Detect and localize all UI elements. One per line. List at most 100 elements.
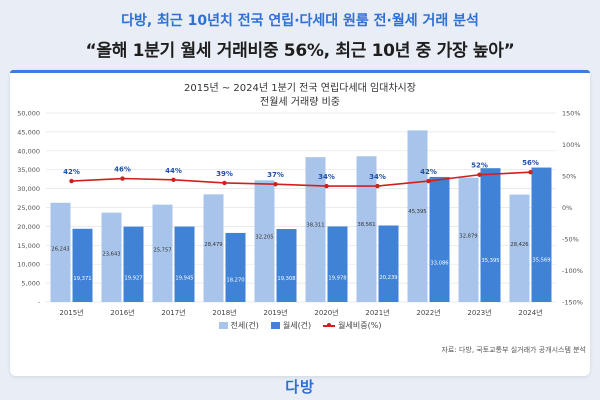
bar-wolse <box>480 168 501 302</box>
y-right-tick-label: -50% <box>562 236 579 244</box>
data-label-wolse: 18,270 <box>226 277 244 283</box>
x-tick-label: 2015년 <box>59 308 83 317</box>
data-label-wolse: 20,239 <box>379 275 397 281</box>
y-left-tick-label: 30,000 <box>17 185 40 193</box>
y-right-tick-label: -100% <box>562 267 583 275</box>
data-label-jeonse: 26,243 <box>51 246 69 252</box>
ratio-label: 34% <box>369 173 386 181</box>
legend-swatch-wolse <box>270 322 280 329</box>
bar-jeonse <box>509 194 530 302</box>
bar-wolse <box>276 229 297 302</box>
bar-wolse <box>72 228 93 302</box>
ratio-label: 37% <box>267 171 284 179</box>
data-label-wolse: 19,927 <box>124 275 142 281</box>
data-label-jeonse: 38,311 <box>306 223 324 229</box>
bar-wolse <box>123 226 144 302</box>
x-tick-label: 2019년 <box>263 308 287 317</box>
chart-subtitle: 전월세 거래량 비중 <box>260 97 340 108</box>
ratio-label: 56% <box>522 159 539 167</box>
legend-swatch-jeonse <box>218 322 228 329</box>
ratio-point <box>477 172 482 177</box>
x-tick-label: 2022년 <box>416 308 440 317</box>
ratio-label: 34% <box>318 173 335 181</box>
bar-wolse <box>174 226 195 302</box>
report-subtitle: 다방, 최근 10년치 전국 연립·다세대 원룸 전·월세 거래 분석 <box>121 13 479 29</box>
data-label-wolse: 19,371 <box>73 276 91 282</box>
x-tick-label: 2017년 <box>161 308 185 317</box>
y-left-tick-label: 5,000 <box>21 280 40 288</box>
y-left-tick-label: 50,000 <box>17 110 40 118</box>
x-tick-label: 2016년 <box>110 308 134 317</box>
ratio-label: 42% <box>63 168 80 176</box>
data-label-jeonse: 45,395 <box>408 209 426 215</box>
y-left-tick-label: 10,000 <box>17 261 40 269</box>
bar-wolse <box>225 232 246 302</box>
bar-jeonse <box>203 194 224 302</box>
bar-wolse <box>429 176 450 302</box>
legend-item-ratio: 월세비중(%) <box>323 320 381 331</box>
data-label-jeonse: 32,205 <box>255 235 273 241</box>
y-right-tick-label: 150% <box>562 110 581 118</box>
y-right-tick-label: 50% <box>562 173 576 181</box>
legend-label-ratio: 월세비중(%) <box>338 321 382 330</box>
data-label-jeonse: 32,879 <box>459 233 477 239</box>
y-right-tick-label: 0% <box>562 204 572 212</box>
data-label-jeonse: 25,757 <box>153 247 171 253</box>
ratio-label: 52% <box>471 162 488 170</box>
ratio-label: 42% <box>420 168 437 176</box>
ratio-point <box>222 180 227 186</box>
legend-item-wolse: 월세(건) <box>270 320 312 331</box>
ratio-label: 39% <box>216 170 233 178</box>
data-label-jeonse: 23,643 <box>102 252 120 258</box>
x-tick-label: 2020년 <box>314 308 338 317</box>
ratio-point <box>426 178 431 184</box>
ratio-point <box>171 177 176 182</box>
y-left-tick-label: 45,000 <box>17 128 40 136</box>
y-left-tick-label: 20,000 <box>17 223 40 231</box>
bar-wolse <box>378 225 399 302</box>
bar-jeonse <box>50 202 71 302</box>
y-left-tick-label: 25,000 <box>17 204 40 212</box>
y-right-tick-label: 100% <box>562 141 581 149</box>
x-tick-label: 2018년 <box>212 308 236 317</box>
y-left-tick-label: 15,000 <box>17 242 40 250</box>
ratio-point <box>375 183 380 189</box>
x-tick-label: 2024년 <box>518 308 542 317</box>
ratio-point <box>69 178 74 184</box>
bar-wolse <box>327 226 348 302</box>
card-accent-band <box>10 70 590 73</box>
bar-jeonse <box>407 130 428 302</box>
bar-jeonse <box>254 180 275 302</box>
dabang-logo: 다방 <box>285 378 315 396</box>
chart-title: 2015년 ~ 2024년 1분기 전국 연립다세대 임대차시장 <box>184 83 416 94</box>
legend-item-jeonse: 전세(건) <box>218 320 259 331</box>
ratio-point <box>273 181 278 187</box>
chart-legend: 전세(건) 월세(건) 월세비중(%) <box>0 320 600 331</box>
bar-jeonse <box>356 156 377 302</box>
data-label-jeonse: 28,479 <box>204 242 222 248</box>
legend-swatch-ratio <box>323 323 336 327</box>
y-right-tick-label: -150% <box>562 299 583 307</box>
legend-label-wolse: 월세(건) <box>282 321 312 330</box>
data-label-jeonse: 38,561 <box>357 222 375 228</box>
data-label-wolse: 19,945 <box>175 275 193 281</box>
bar-wolse <box>531 167 552 302</box>
ratio-label: 46% <box>114 166 131 174</box>
source-note: 자료: 다방, 국토교통부 실거래가 공개시스템 분석 <box>441 346 586 354</box>
y-left-tick-label: 40,000 <box>17 147 40 155</box>
data-label-wolse: 35,395 <box>481 258 499 264</box>
bar-jeonse <box>305 157 326 302</box>
y-left-tick-label: 35,000 <box>17 166 40 174</box>
ratio-point <box>528 170 533 175</box>
ratio-line <box>71 171 531 187</box>
y-left-tick-label: - <box>38 299 41 307</box>
data-label-wolse: 33,086 <box>430 260 448 266</box>
x-tick-label: 2021년 <box>365 308 389 317</box>
bar-jeonse <box>101 212 122 302</box>
bar-jeonse <box>458 177 479 302</box>
report-headline: “올해 1분기 월세 거래비중 56%, 최근 10년 중 가장 높아” <box>85 41 515 61</box>
ratio-point <box>120 176 125 181</box>
x-tick-label: 2023년 <box>467 308 491 317</box>
data-label-wolse: 19,308 <box>277 276 295 282</box>
